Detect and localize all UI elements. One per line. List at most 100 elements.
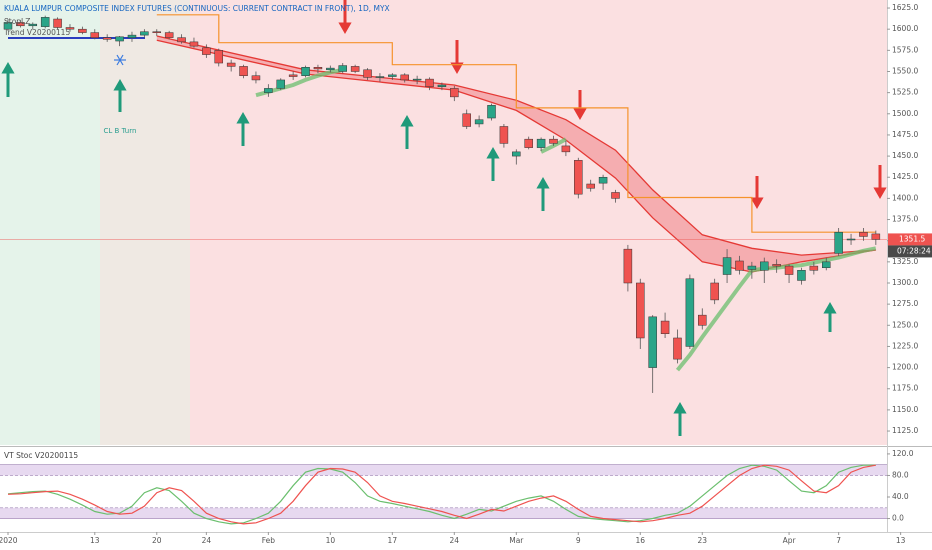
candle-body — [685, 278, 695, 347]
candle-body — [16, 22, 25, 27]
y-tick-label: 1325.0 — [892, 257, 918, 266]
y-tick-label: 1275.0 — [892, 299, 918, 308]
bg-zone-green — [0, 0, 100, 445]
candle-body — [189, 41, 199, 47]
y-tick-label: 1400.0 — [892, 193, 918, 202]
candle-body — [524, 138, 533, 148]
candle-body — [698, 314, 707, 326]
y-tick-label: 1500.0 — [892, 109, 918, 118]
candle-body — [474, 119, 484, 125]
candle-body — [214, 50, 224, 64]
candle-body — [28, 23, 38, 27]
candle-body — [512, 151, 521, 157]
y-tick-label: 1550.0 — [892, 66, 918, 75]
x-tick-label: 17 — [388, 536, 398, 545]
candle-body — [226, 62, 236, 67]
stoch-pane — [0, 448, 887, 532]
candle-body — [834, 231, 843, 254]
candle-body — [202, 47, 211, 55]
candle-body — [177, 37, 186, 43]
candle-body — [648, 316, 657, 368]
y-tick-label: 1625.0 — [892, 3, 918, 12]
y-tick-label: 1450.0 — [892, 151, 918, 160]
candle-body — [350, 66, 360, 72]
candle-body — [871, 233, 881, 240]
chart-title: KUALA LUMPUR COMPOSITE INDEX FUTURES (CO… — [4, 4, 390, 13]
stoch-line — [7, 464, 876, 525]
candle-body — [338, 65, 347, 72]
candle-body — [53, 18, 62, 28]
candle-body — [164, 32, 174, 38]
candle-body — [822, 261, 831, 269]
candle-body — [735, 260, 744, 271]
candle-body — [251, 75, 261, 81]
y-tick-label: 0.0 — [892, 514, 904, 523]
candle-body — [636, 282, 645, 339]
candle-body — [239, 66, 248, 76]
stoch-zone — [0, 464, 887, 476]
candle-body — [747, 265, 757, 270]
x-tick-label: 24 — [450, 536, 460, 545]
countdown-label: 07:28:24 — [897, 246, 931, 255]
candle-body — [127, 34, 137, 38]
x-tick-label: 2020 — [0, 536, 18, 545]
x-tick-label: 7 — [836, 536, 841, 545]
x-tick-label: Feb — [262, 536, 276, 545]
candle-body — [598, 176, 608, 184]
x-tick-label: 20 — [152, 536, 162, 545]
candle-body — [809, 265, 819, 271]
annotation: CL B Turn — [104, 127, 137, 135]
last-price-box — [888, 233, 932, 246]
candle-body — [400, 74, 409, 81]
bg-zone-neutral — [100, 0, 190, 445]
candle-body — [78, 28, 87, 33]
plot-layer — [0, 14, 887, 525]
candle-body — [3, 22, 13, 30]
snowflake-icon — [114, 54, 126, 66]
y-tick-label: 1225.0 — [892, 341, 918, 350]
y-tick-label: 1525.0 — [892, 88, 918, 97]
candle-body — [363, 69, 372, 78]
candle-body — [437, 84, 447, 87]
candle-body — [710, 282, 719, 301]
candle-body — [102, 37, 112, 40]
candle-body — [462, 113, 471, 127]
x-tick-label: 10 — [326, 536, 336, 545]
candle-body — [152, 31, 162, 33]
candle-body — [574, 160, 583, 195]
candle-body — [288, 74, 298, 77]
candle-body — [301, 67, 310, 76]
candle-body — [760, 261, 769, 271]
y-tick-label: 1425.0 — [892, 172, 918, 181]
candle-body — [40, 17, 50, 27]
x-tick-label: Apr — [783, 536, 797, 545]
candle-body — [722, 257, 732, 275]
x-tick-label: 13 — [896, 536, 906, 545]
x-tick-label: 13 — [90, 536, 100, 545]
y-tick-label: 1300.0 — [892, 278, 918, 287]
candle-body — [623, 248, 633, 284]
y-tick-label: 80.0 — [892, 470, 909, 479]
candle-body — [90, 32, 100, 38]
candle-body — [65, 27, 75, 30]
candle-body — [499, 126, 509, 144]
stoch-title: VT Stoc V20200115 — [4, 451, 78, 460]
stop-line — [156, 14, 876, 233]
signal-arrows — [1, 0, 887, 436]
candle-body — [276, 79, 285, 89]
y-tick-label: 1600.0 — [892, 24, 918, 33]
x-tick-label: Mar — [509, 536, 524, 545]
x-tick-label: 9 — [576, 536, 581, 545]
y-tick-label: 1375.0 — [892, 215, 918, 224]
candle-body — [586, 183, 595, 189]
stoch-line — [7, 464, 876, 525]
y-tick-label: 1250.0 — [892, 320, 918, 329]
x-tick-label: 24 — [202, 536, 212, 545]
candle-body — [846, 238, 856, 241]
y-tick-label: 1200.0 — [892, 363, 918, 372]
y-tick-label: 40.0 — [892, 492, 909, 501]
candle-body — [673, 337, 682, 360]
candle-body — [425, 78, 434, 87]
candle-body — [326, 67, 335, 71]
